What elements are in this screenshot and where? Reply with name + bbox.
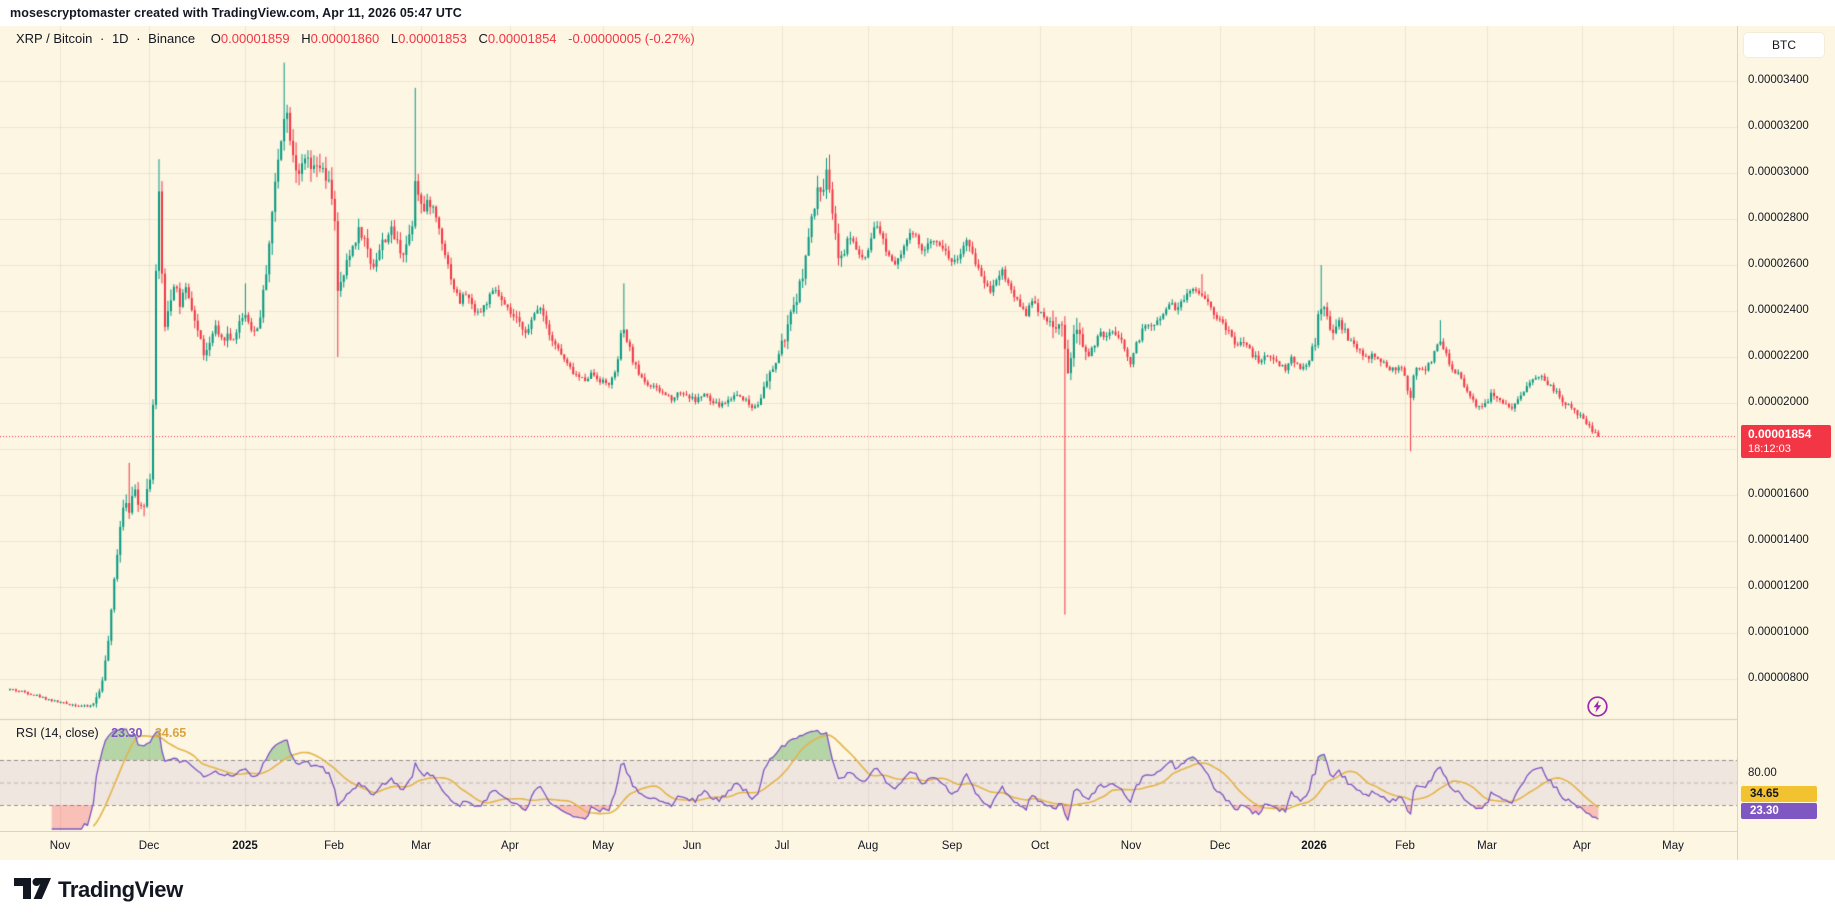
symbol-name[interactable]: XRP / Bitcoin bbox=[16, 31, 93, 46]
price-axis-label: 0.00003200 bbox=[1748, 120, 1809, 132]
price-axis-label: 0.00002400 bbox=[1748, 304, 1809, 316]
chart-area: XRP / Bitcoin · 1D · Binance O0.00001859… bbox=[0, 26, 1835, 861]
exchange-label: Binance bbox=[148, 31, 196, 46]
rsi-value: 23.30 bbox=[111, 726, 143, 740]
time-axis-label: Mar bbox=[411, 840, 431, 852]
time-axis[interactable]: Nov Dec 2025 Feb Mar Apr May Jun Jul Aug Sep Oct Nov… bbox=[0, 831, 1737, 861]
price-chart-canvas[interactable] bbox=[0, 26, 1737, 831]
time-axis-label: Dec bbox=[138, 840, 160, 852]
rsi-ma-value: 34.65 bbox=[154, 726, 187, 740]
time-axis-label: Dec bbox=[1209, 840, 1231, 852]
close-value: 0.00001854 bbox=[487, 31, 557, 46]
price-axis-label: 0.00002800 bbox=[1748, 212, 1809, 224]
rsi-axis-label: 80.00 bbox=[1748, 767, 1777, 779]
rsi-ma-axis-box: 34.65 bbox=[1741, 786, 1817, 802]
price-axis-label: 0.00000800 bbox=[1748, 672, 1809, 684]
time-axis-label: Apr bbox=[1573, 840, 1591, 852]
tradingview-logo[interactable]: TradingView bbox=[12, 870, 202, 911]
time-axis-label: Mar bbox=[1477, 840, 1497, 852]
time-axis-label: 2026 bbox=[1301, 840, 1327, 852]
time-axis-label: Apr bbox=[501, 840, 519, 852]
flash-icon[interactable] bbox=[1586, 695, 1609, 718]
time-axis-label: 2025 bbox=[232, 840, 258, 852]
change-value: -0.00000005 (-0.27%) bbox=[568, 31, 695, 46]
ohlc-low: L0.00001853 bbox=[391, 31, 467, 46]
legend-separator: · bbox=[136, 31, 141, 46]
low-label: L bbox=[390, 31, 399, 46]
attribution-text: mosescryptomaster created with TradingVi… bbox=[10, 6, 462, 20]
ohlc-close: C0.00001854 bbox=[478, 31, 556, 46]
price-axis-label: 0.00003000 bbox=[1748, 166, 1809, 178]
price-axis-label: 0.00002000 bbox=[1748, 396, 1809, 408]
ohlc-open: O0.00001859 bbox=[211, 31, 290, 46]
price-axis-label: 0.00001600 bbox=[1748, 488, 1809, 500]
time-axis-label: Sep bbox=[941, 840, 963, 852]
rsi-title[interactable]: RSI bbox=[16, 726, 37, 740]
current-price-value: 0.00001854 bbox=[1748, 427, 1812, 441]
time-axis-label: Nov bbox=[49, 840, 71, 852]
time-axis-label: Feb bbox=[1395, 840, 1415, 852]
time-axis-label: Oct bbox=[1031, 840, 1049, 852]
footer: TradingView bbox=[0, 860, 1835, 917]
price-unit-badge[interactable]: BTC bbox=[1744, 33, 1824, 57]
price-axis-label: 0.00002200 bbox=[1748, 350, 1809, 362]
tradingview-logo-text: TradingView bbox=[58, 877, 184, 902]
bar-countdown: 18:12:03 bbox=[1748, 443, 1791, 455]
high-label: H bbox=[301, 31, 311, 46]
ohlc-high: H0.00001860 bbox=[301, 31, 379, 46]
time-axis-label: Aug bbox=[857, 840, 879, 852]
current-price-label: 0.00001854 18:12:03 bbox=[1741, 425, 1831, 458]
time-axis-label: Feb bbox=[324, 840, 344, 852]
time-axis-label: May bbox=[1662, 840, 1684, 852]
rsi-value-axis-box: 23.30 bbox=[1741, 803, 1817, 819]
time-axis-label: Nov bbox=[1120, 840, 1142, 852]
open-value: 0.00001859 bbox=[220, 31, 290, 46]
time-axis-label: Jun bbox=[682, 840, 702, 852]
legend-separator: · bbox=[99, 31, 105, 46]
time-axis-label: May bbox=[592, 840, 614, 852]
price-axis-label: 0.00002600 bbox=[1748, 258, 1809, 270]
low-value: 0.00001853 bbox=[398, 31, 467, 46]
open-label: O bbox=[210, 31, 221, 46]
time-axis-label: Jul bbox=[774, 840, 790, 852]
attribution-bar: mosescryptomaster created with TradingVi… bbox=[0, 0, 1835, 27]
high-value: 0.00001860 bbox=[310, 31, 380, 46]
price-axis-label: 0.00001400 bbox=[1748, 534, 1809, 546]
rsi-legend[interactable]: RSI (14, close) 23.30 34.65 bbox=[16, 726, 186, 740]
price-axis[interactable]: BTC 0.00001854 18:12:03 80.00 34.65 23.3… bbox=[1737, 26, 1835, 860]
rsi-params: (14, close) bbox=[40, 726, 99, 740]
close-label: C bbox=[478, 31, 488, 46]
price-axis-label: 0.00001000 bbox=[1748, 626, 1809, 638]
interval-label[interactable]: 1D bbox=[111, 31, 129, 46]
price-axis-label: 0.00001200 bbox=[1748, 580, 1809, 592]
price-axis-label: 0.00003400 bbox=[1748, 74, 1809, 86]
symbol-legend[interactable]: XRP / Bitcoin · 1D · Binance O0.00001859… bbox=[16, 31, 695, 46]
